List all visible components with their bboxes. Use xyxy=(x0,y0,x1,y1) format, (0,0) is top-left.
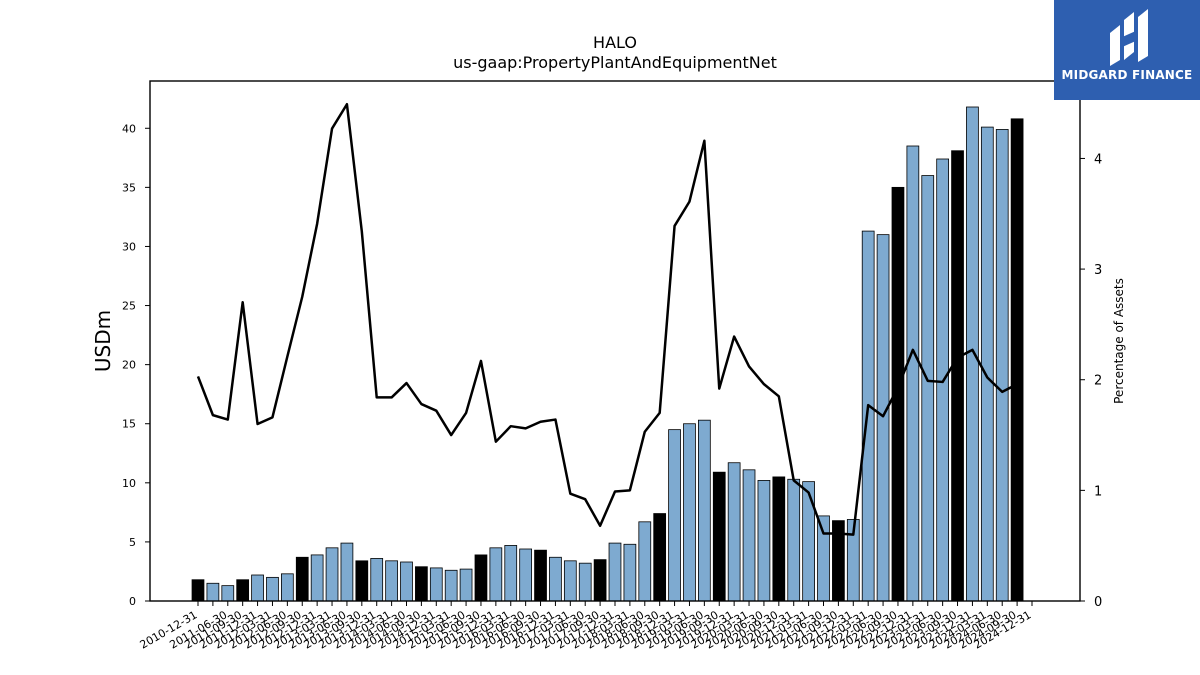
bar xyxy=(474,554,488,602)
y-axis-left: 0 5 10 15 20 25 30 35 40 xyxy=(122,122,150,608)
bar xyxy=(519,548,533,602)
bar xyxy=(727,462,741,602)
bar xyxy=(757,480,771,602)
bars xyxy=(191,106,1024,602)
bar xyxy=(578,562,592,602)
y2-tick-label: 3 xyxy=(1094,263,1102,278)
y2-axis-label: Percentage of Assets xyxy=(1112,278,1126,404)
y2-tick-label: 2 xyxy=(1094,374,1102,389)
bar xyxy=(593,559,607,602)
bar xyxy=(429,567,443,602)
bar xyxy=(266,576,279,602)
y-axis-label: USDm xyxy=(91,310,115,372)
y-tick-label: 5 xyxy=(129,536,136,549)
bar xyxy=(504,545,518,602)
bar xyxy=(742,469,756,602)
bar xyxy=(787,478,801,602)
bar xyxy=(623,543,637,602)
bar xyxy=(668,429,681,602)
bar xyxy=(325,547,339,602)
bar xyxy=(385,560,398,602)
bar xyxy=(698,419,711,602)
bar xyxy=(772,476,786,602)
bar xyxy=(563,560,577,602)
bar xyxy=(951,150,964,602)
bar xyxy=(802,481,815,602)
bar xyxy=(906,145,920,602)
bar xyxy=(980,126,994,602)
y-axis-right: 0 1 2 3 4 xyxy=(1080,152,1102,610)
y-tick-label: 40 xyxy=(122,122,136,135)
bar xyxy=(638,521,652,602)
bar xyxy=(966,106,979,602)
bar xyxy=(221,585,235,602)
bar xyxy=(817,515,830,602)
bar xyxy=(340,542,354,602)
bar xyxy=(295,556,309,602)
chart-title: HALO xyxy=(593,33,637,52)
y-tick-label: 30 xyxy=(122,240,136,253)
midgard-finance-logo: MIDGARD FINANCE xyxy=(1054,0,1200,100)
bar xyxy=(206,582,220,602)
y-tick-label: 0 xyxy=(129,595,136,608)
bar xyxy=(415,566,428,602)
y-tick-label: 35 xyxy=(122,181,136,194)
bar xyxy=(280,573,294,602)
percentage-of-assets-line xyxy=(196,102,1018,536)
bar xyxy=(251,574,264,602)
y2-tick-label: 0 xyxy=(1094,595,1102,610)
bar xyxy=(191,579,205,602)
logo-text: MIDGARD FINANCE xyxy=(1061,68,1193,82)
bar xyxy=(355,560,369,602)
bar xyxy=(534,549,547,602)
bar xyxy=(921,175,935,602)
bar xyxy=(489,547,503,602)
y2-tick-label: 4 xyxy=(1094,152,1102,167)
bar xyxy=(459,568,473,602)
y-tick-label: 20 xyxy=(122,359,136,372)
bar xyxy=(1010,118,1024,602)
logo-mark-icon xyxy=(1110,9,1148,66)
bar xyxy=(876,234,890,602)
bar xyxy=(370,558,384,602)
y-tick-label: 25 xyxy=(122,300,136,313)
bar xyxy=(653,513,667,602)
chart-subtitle: us-gaap:PropertyPlantAndEquipmentNet xyxy=(453,53,777,72)
bar xyxy=(549,556,562,602)
bar xyxy=(444,569,458,602)
bar xyxy=(608,542,622,602)
x-axis: 2010-12-312011-06-302011-09-302011-12-31… xyxy=(138,601,1034,652)
bar xyxy=(712,471,726,602)
bar xyxy=(310,554,324,602)
y2-tick-label: 1 xyxy=(1094,484,1102,499)
y-tick-label: 10 xyxy=(122,477,136,490)
bar xyxy=(995,129,1009,602)
bar xyxy=(400,561,413,602)
bar xyxy=(236,579,250,602)
y-tick-label: 15 xyxy=(122,418,136,431)
bar xyxy=(683,423,696,602)
